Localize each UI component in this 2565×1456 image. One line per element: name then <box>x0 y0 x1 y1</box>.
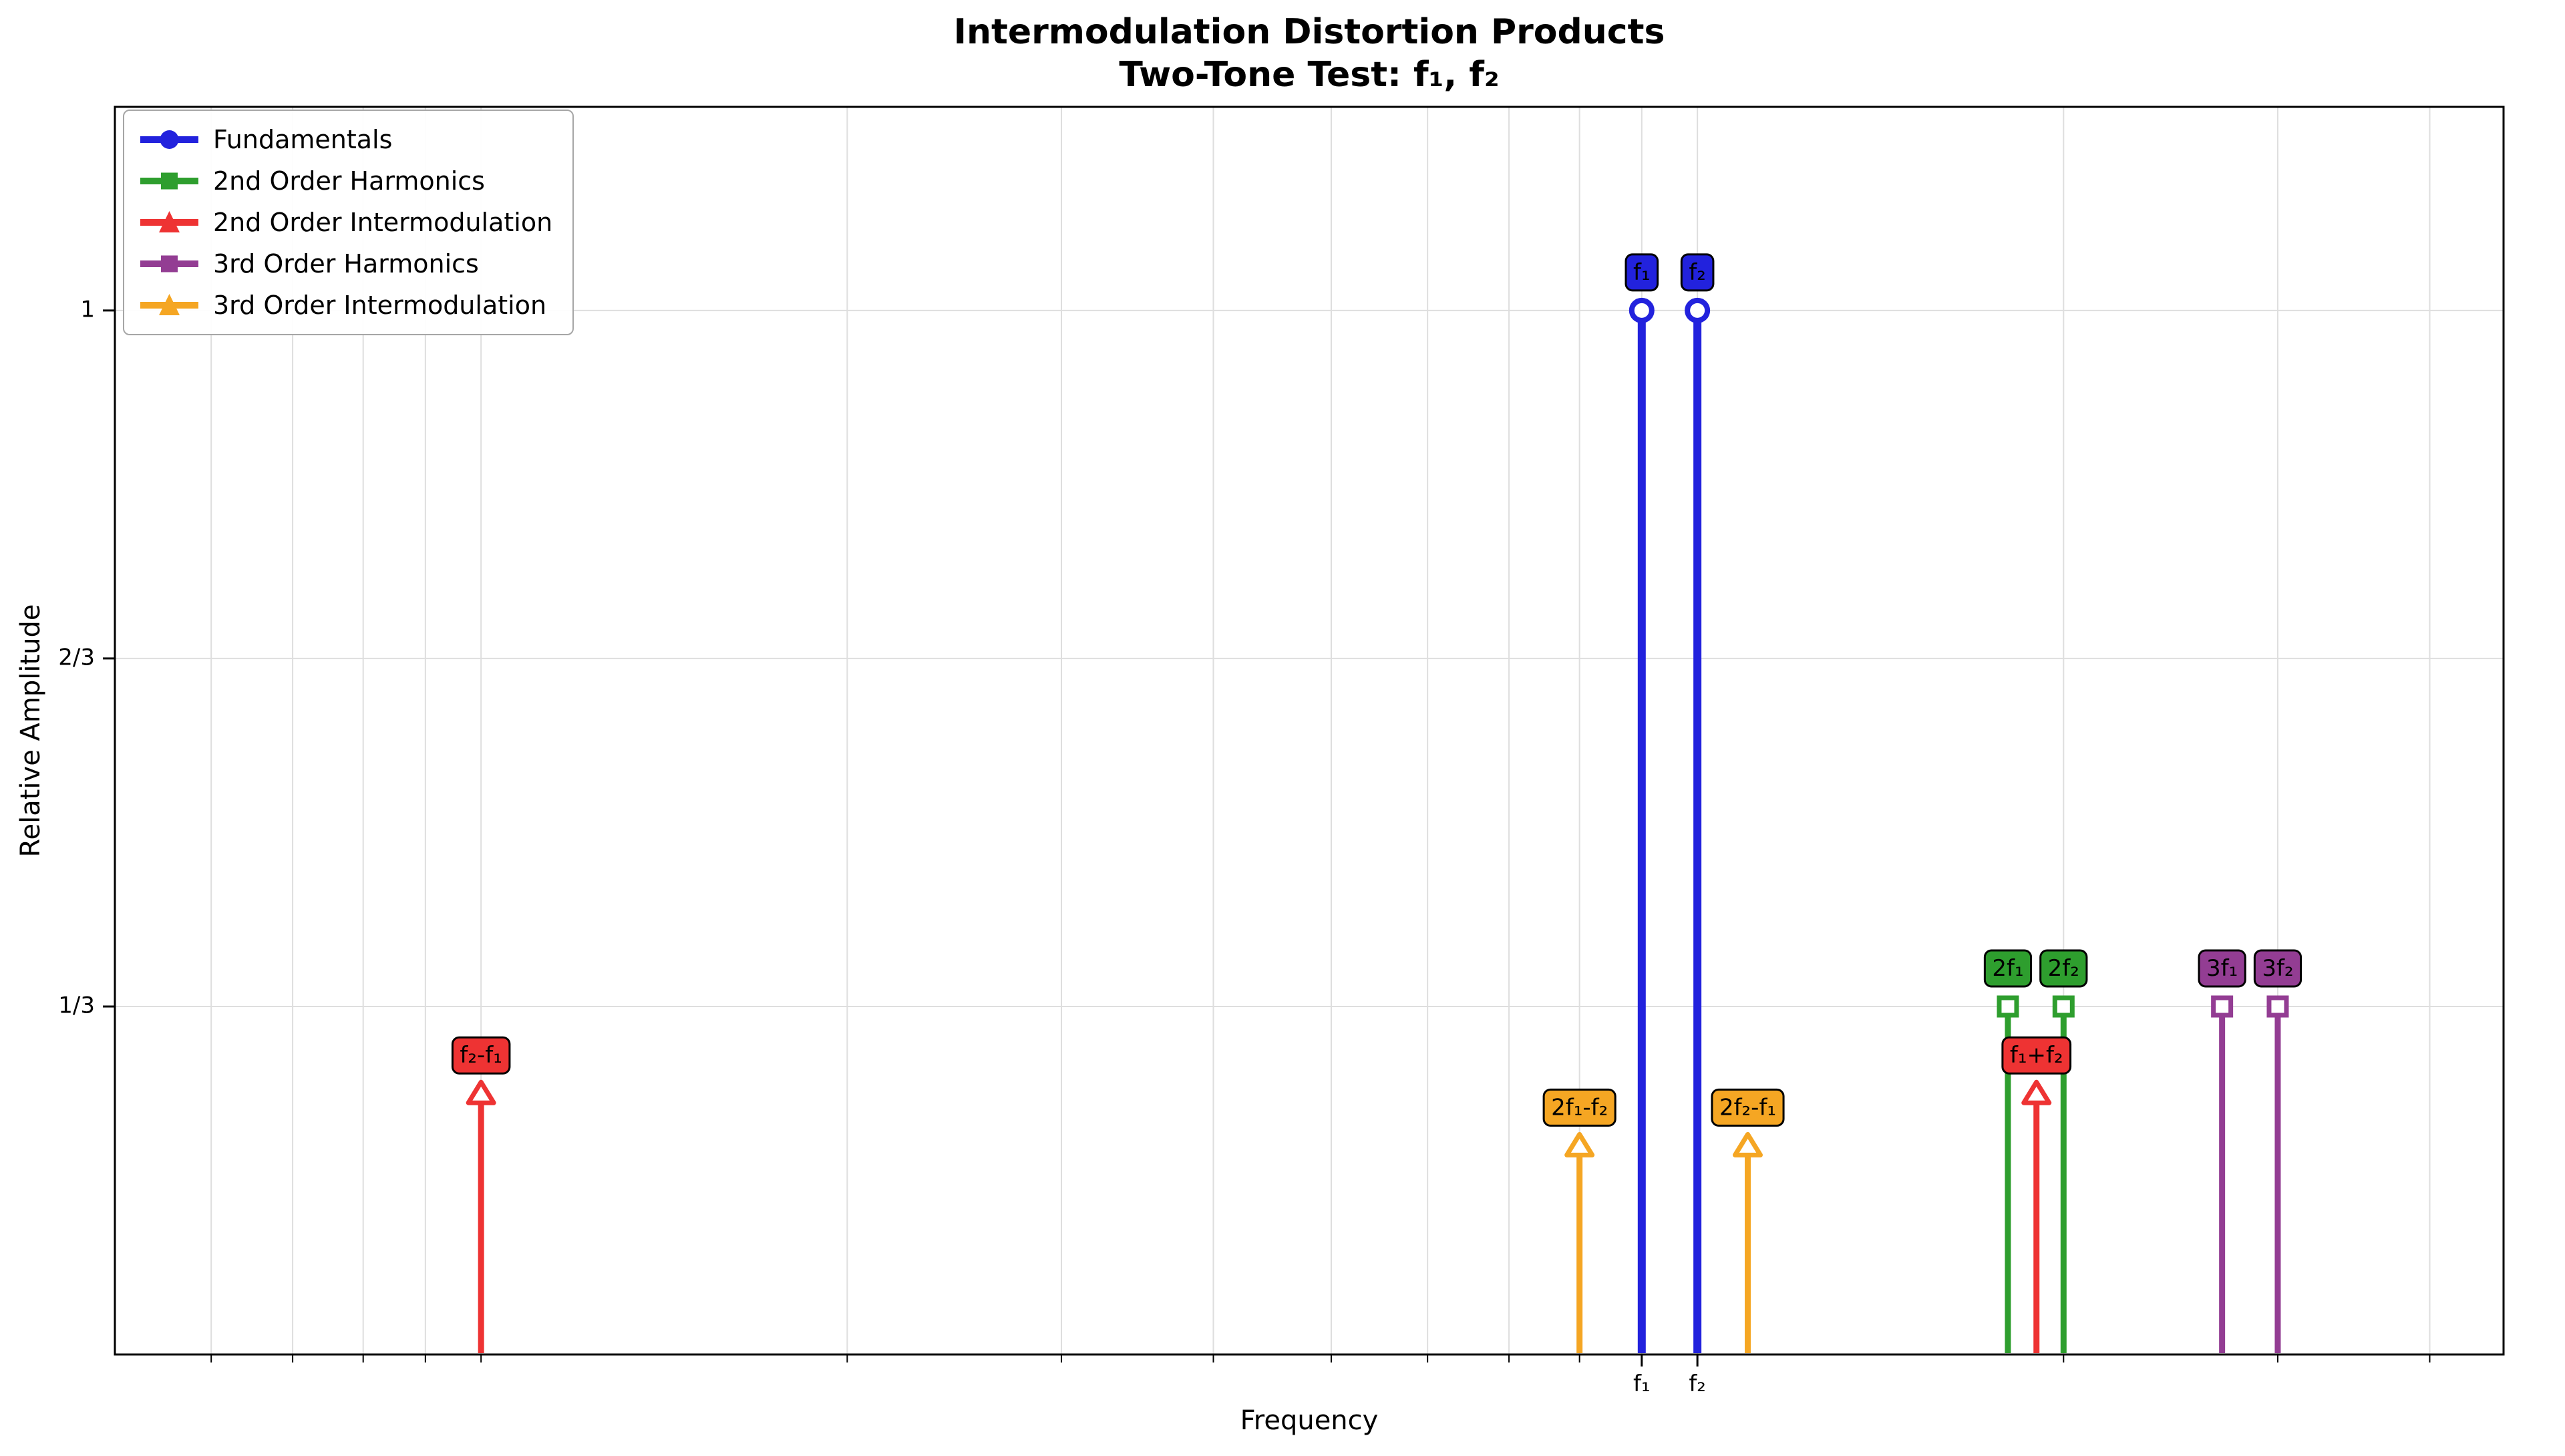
point-label-box <box>2001 1036 2072 1075</box>
legend-item-3rd-order-intermodulation: 3rd Order Intermodulation <box>138 285 552 326</box>
y-tick-label: 1 <box>80 296 95 323</box>
chart-subtitle: Two-Tone Test: f₁, f₂ <box>1119 55 1500 95</box>
marker-square <box>1997 995 2019 1018</box>
point-label: f₁+f₂ <box>2010 1042 2063 1069</box>
y-tick-label: 2/3 <box>58 644 95 671</box>
point-label: 2f₂ <box>2048 955 2079 982</box>
point-label-box <box>1680 253 1715 292</box>
legend-item-2nd-order-harmonics: 2nd Order Harmonics <box>138 160 552 202</box>
chart-title: Intermodulation Distortion Products <box>953 12 1665 52</box>
legend-item-3rd-order-harmonics: 3rd Order Harmonics <box>138 243 552 285</box>
point-label: 2f₁-f₂ <box>1551 1094 1608 1121</box>
point-label: 2f₁ <box>1992 955 2023 982</box>
legend-label: 3rd Order Harmonics <box>213 249 479 279</box>
point-label-box <box>1711 1088 1785 1127</box>
marker-square <box>2211 995 2234 1018</box>
point-label: 3f₂ <box>2262 955 2293 982</box>
marker-triangle <box>1564 1131 1595 1157</box>
marker-circle <box>1629 297 1655 323</box>
plot-border <box>114 106 2505 1356</box>
x-tick-label: f₁ <box>1633 1371 1651 1397</box>
legend-circle-icon <box>140 130 198 149</box>
x-axis-label: Frequency <box>1240 1405 1379 1436</box>
point-label: 3f₁ <box>2206 955 2238 982</box>
legend-square-icon <box>140 255 198 272</box>
point-label-box <box>2253 949 2302 988</box>
y-tick-label: 1/3 <box>58 992 95 1019</box>
legend-square-icon <box>140 172 198 190</box>
marker-triangle <box>2021 1079 2052 1105</box>
legend-item-fundamentals: Fundamentals <box>138 119 552 160</box>
point-label-box <box>1983 949 2033 988</box>
legend-item-2nd-order-intermodulation: 2nd Order Intermodulation <box>138 202 552 243</box>
point-label-box <box>1624 253 1659 292</box>
legend-label: 3rd Order Intermodulation <box>213 291 547 320</box>
legend-label: 2nd Order Intermodulation <box>213 208 553 237</box>
legend-triangle-icon <box>140 294 198 315</box>
point-label-box <box>2198 949 2246 988</box>
x-tick-label: f₂ <box>1689 1371 1706 1397</box>
point-label: f₁ <box>1633 259 1651 286</box>
marker-square <box>2266 995 2289 1018</box>
legend-triangle-icon <box>140 211 198 232</box>
legend-label: Fundamentals <box>213 125 393 154</box>
point-label-box <box>2039 949 2088 988</box>
marker-triangle <box>1733 1131 1763 1157</box>
marker-square <box>2052 995 2075 1018</box>
point-label: f₂ <box>1689 259 1706 286</box>
point-label: f₂-f₁ <box>460 1042 502 1069</box>
point-label-box <box>451 1036 511 1075</box>
marker-circle <box>1685 297 1711 323</box>
point-label: 2f₂-f₁ <box>1719 1094 1776 1121</box>
point-label-box <box>1542 1088 1616 1127</box>
marker-triangle <box>466 1079 496 1105</box>
legend: Fundamentals 2nd Order Harmonics 2nd Ord… <box>123 110 574 335</box>
legend-label: 2nd Order Harmonics <box>213 166 485 196</box>
